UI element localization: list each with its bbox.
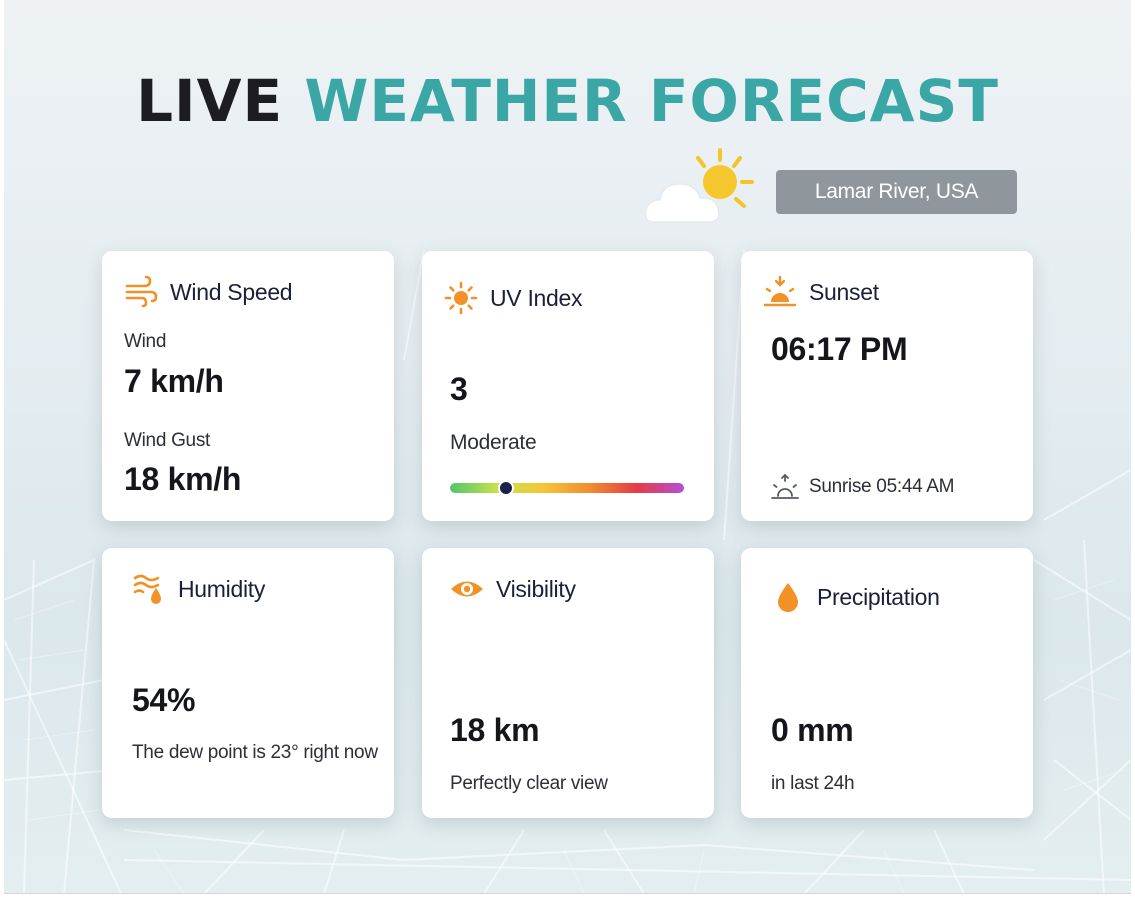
title-weather-forecast: WEATHER FORECAST bbox=[304, 67, 999, 135]
card-title: Precipitation bbox=[817, 583, 940, 610]
card-precipitation[interactable]: Precipitation 0 mm in last 24h bbox=[741, 548, 1033, 818]
precipitation-value: 0 mm bbox=[771, 712, 854, 748]
visibility-note: Perfectly clear view bbox=[450, 773, 608, 794]
sun-icon bbox=[444, 281, 478, 315]
uv-scale-bar bbox=[450, 480, 684, 496]
card-wind-speed[interactable]: Wind Speed Wind 7 km/h Wind Gust 18 km/h bbox=[102, 251, 394, 521]
card-header: Precipitation bbox=[771, 580, 940, 614]
title-live: LIVE bbox=[136, 67, 284, 135]
location-badge[interactable]: Lamar River, USA bbox=[776, 170, 1017, 214]
card-header: Humidity bbox=[132, 572, 265, 606]
card-humidity[interactable]: Humidity 54% The dew point is 23° right … bbox=[102, 548, 394, 818]
sunrise-row: Sunrise 05:44 AM bbox=[771, 473, 954, 501]
wind-label: Wind bbox=[124, 331, 167, 352]
card-sunset[interactable]: Sunset 06:17 PM Sunrise 05:44 AM bbox=[741, 251, 1033, 521]
card-visibility[interactable]: Visibility 18 km Perfectly clear view bbox=[422, 548, 714, 818]
partly-cloudy-icon bbox=[644, 148, 754, 223]
uv-scale-marker bbox=[498, 480, 515, 496]
visibility-value: 18 km bbox=[450, 712, 540, 748]
humidity-icon bbox=[133, 574, 161, 604]
sunset-icon bbox=[763, 275, 797, 307]
eye-icon bbox=[451, 581, 483, 597]
sunrise-icon bbox=[771, 473, 799, 499]
card-title: UV Index bbox=[490, 284, 583, 311]
humidity-value: 54% bbox=[132, 682, 196, 718]
sunset-time: 06:17 PM bbox=[771, 331, 908, 367]
card-uv-index[interactable]: UV Index 3 Moderate bbox=[422, 251, 714, 521]
sunrise-text: Sunrise 05:44 AM bbox=[809, 476, 955, 497]
wind-gust-label: Wind Gust bbox=[124, 430, 210, 451]
wind-value: 7 km/h bbox=[124, 363, 224, 399]
card-title: Visibility bbox=[496, 575, 576, 602]
humidity-note: The dew point is 23° right now bbox=[132, 742, 378, 763]
page-title: LIVE WEATHER FORECAST bbox=[4, 66, 1131, 136]
card-header: Visibility bbox=[450, 572, 576, 606]
card-title: Wind Speed bbox=[170, 278, 293, 305]
weather-canvas: LIVE WEATHER FORECAST Lamar River, USA W… bbox=[4, 0, 1131, 894]
card-header: UV Index bbox=[444, 281, 583, 315]
uv-level: Moderate bbox=[450, 431, 537, 454]
precipitation-note: in last 24h bbox=[771, 773, 855, 794]
card-header: Wind Speed bbox=[124, 275, 293, 309]
map-background bbox=[4, 249, 1131, 893]
wind-gust-value: 18 km/h bbox=[124, 461, 242, 497]
uv-value: 3 bbox=[450, 371, 468, 407]
wind-icon bbox=[125, 275, 158, 308]
card-title: Humidity bbox=[178, 575, 266, 602]
droplet-icon bbox=[778, 583, 798, 612]
card-title: Sunset bbox=[809, 278, 879, 305]
card-header: Sunset bbox=[763, 275, 879, 309]
